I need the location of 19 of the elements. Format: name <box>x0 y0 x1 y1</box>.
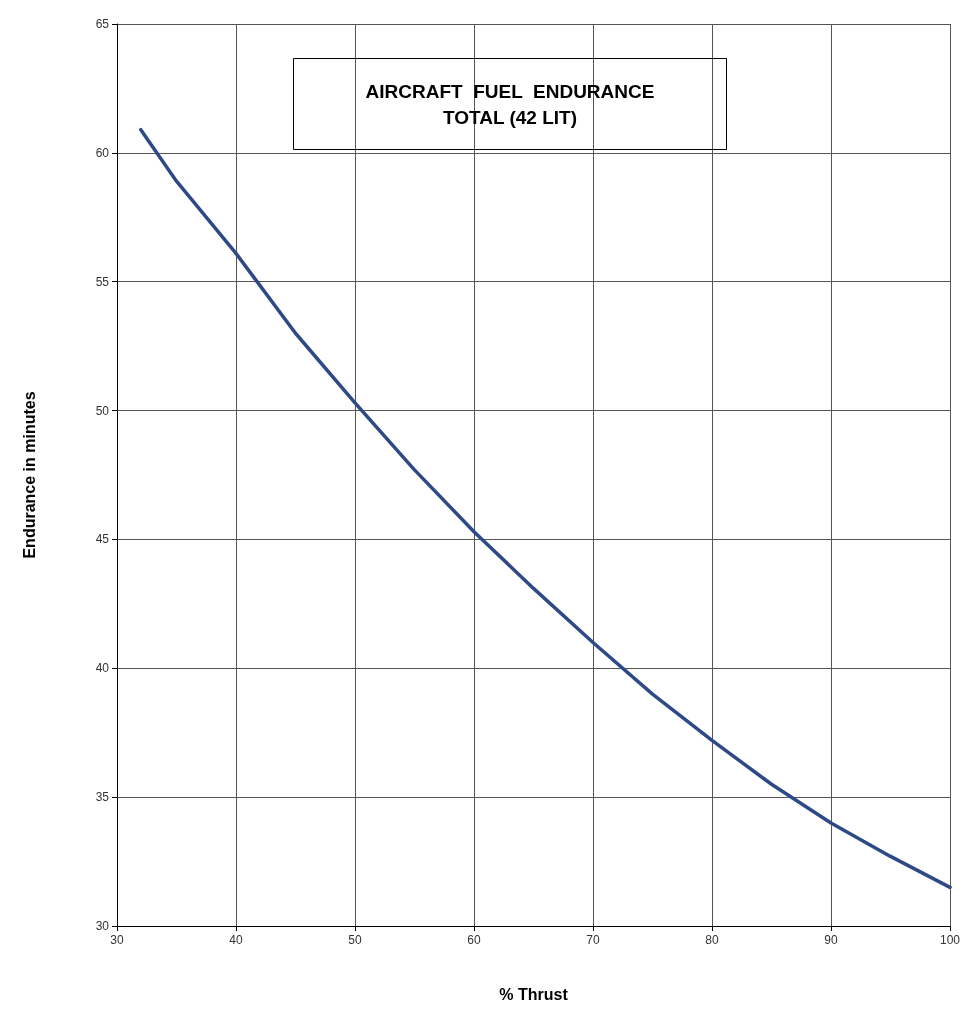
x-tick-label: 50 <box>348 933 362 947</box>
y-tick-label: 55 <box>95 274 110 289</box>
y-tick-label: 35 <box>95 790 110 805</box>
y-tick-label: 50 <box>95 403 110 418</box>
x-axis-title: % Thrust <box>499 985 569 1003</box>
x-tick-label: 40 <box>229 933 243 947</box>
line-series <box>139 127 952 890</box>
x-tick-label: 100 <box>939 933 961 947</box>
y-tick-label: 45 <box>95 532 110 547</box>
x-tick-label: 80 <box>705 933 719 947</box>
y-tick-label: 30 <box>95 919 110 933</box>
x-tick-label: 30 <box>110 933 124 947</box>
x-tick-label: 70 <box>586 933 600 947</box>
x-tick-label: 60 <box>467 933 481 947</box>
y-tick-label: 40 <box>95 661 110 676</box>
x-tick-label: 90 <box>824 933 838 947</box>
y-tick-label: 60 <box>95 145 110 160</box>
y-tick-label: 65 <box>95 17 110 31</box>
y-axis-title: Endurance in minutes <box>20 391 38 559</box>
